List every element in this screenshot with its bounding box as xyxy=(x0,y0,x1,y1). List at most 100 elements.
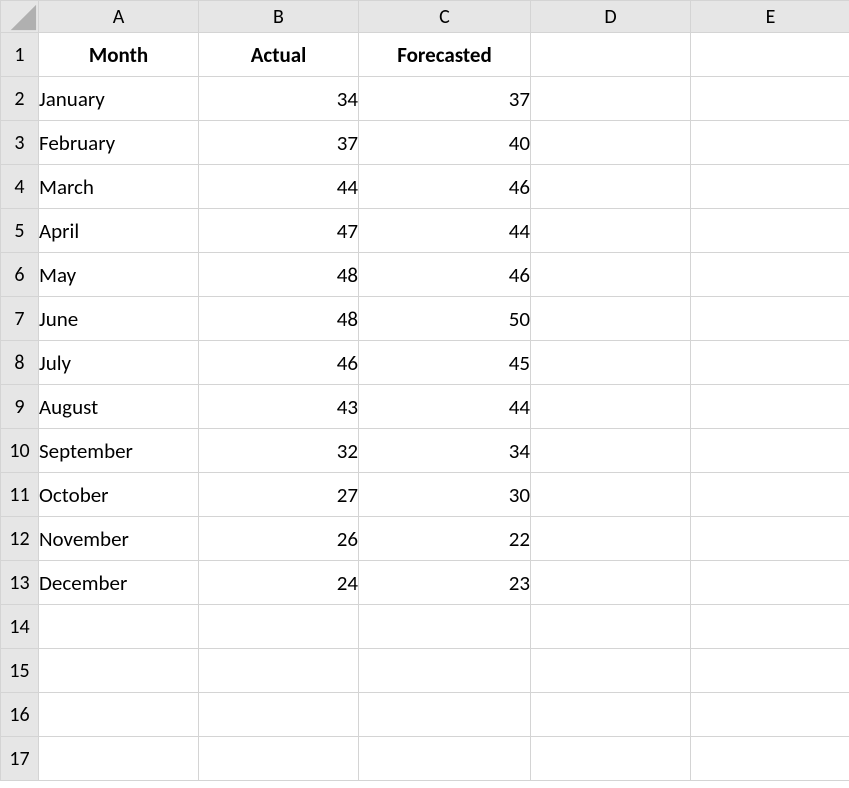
cell-D5[interactable] xyxy=(531,209,691,253)
cell-D10[interactable] xyxy=(531,429,691,473)
cell-B16[interactable] xyxy=(199,693,359,737)
cell-A16[interactable] xyxy=(39,693,199,737)
cell-A8[interactable]: July xyxy=(39,341,199,385)
cell-E3[interactable] xyxy=(691,121,849,165)
cell-C5[interactable]: 44 xyxy=(359,209,531,253)
cell-E7[interactable] xyxy=(691,297,849,341)
cell-C8[interactable]: 45 xyxy=(359,341,531,385)
cell-D9[interactable] xyxy=(531,385,691,429)
cell-A13[interactable]: December xyxy=(39,561,199,605)
cell-B13[interactable]: 24 xyxy=(199,561,359,605)
cell-D2[interactable] xyxy=(531,77,691,121)
cell-D11[interactable] xyxy=(531,473,691,517)
cell-A11[interactable]: October xyxy=(39,473,199,517)
cell-A12[interactable]: November xyxy=(39,517,199,561)
col-header-E[interactable]: E xyxy=(691,1,849,33)
cell-B5[interactable]: 47 xyxy=(199,209,359,253)
row-header-13[interactable]: 13 xyxy=(1,561,39,605)
cell-C12[interactable]: 22 xyxy=(359,517,531,561)
cell-C7[interactable]: 50 xyxy=(359,297,531,341)
row-header-16[interactable]: 16 xyxy=(1,693,39,737)
cell-B11[interactable]: 27 xyxy=(199,473,359,517)
cell-D6[interactable] xyxy=(531,253,691,297)
cell-B4[interactable]: 44 xyxy=(199,165,359,209)
cell-E12[interactable] xyxy=(691,517,849,561)
cell-B8[interactable]: 46 xyxy=(199,341,359,385)
cell-E5[interactable] xyxy=(691,209,849,253)
cell-E15[interactable] xyxy=(691,649,849,693)
cell-D3[interactable] xyxy=(531,121,691,165)
cell-A1[interactable]: Month xyxy=(39,33,199,77)
cell-C2[interactable]: 37 xyxy=(359,77,531,121)
cell-C13[interactable]: 23 xyxy=(359,561,531,605)
cell-B10[interactable]: 32 xyxy=(199,429,359,473)
cell-A9[interactable]: August xyxy=(39,385,199,429)
cell-C6[interactable]: 46 xyxy=(359,253,531,297)
cell-B7[interactable]: 48 xyxy=(199,297,359,341)
cell-E1[interactable] xyxy=(691,33,849,77)
cell-A10[interactable]: September xyxy=(39,429,199,473)
cell-E4[interactable] xyxy=(691,165,849,209)
cell-E14[interactable] xyxy=(691,605,849,649)
row-header-4[interactable]: 4 xyxy=(1,165,39,209)
cell-C11[interactable]: 30 xyxy=(359,473,531,517)
col-header-D[interactable]: D xyxy=(531,1,691,33)
cell-B15[interactable] xyxy=(199,649,359,693)
cell-A17[interactable] xyxy=(39,737,199,781)
col-header-C[interactable]: C xyxy=(359,1,531,33)
cell-D8[interactable] xyxy=(531,341,691,385)
cell-A3[interactable]: February xyxy=(39,121,199,165)
cell-B6[interactable]: 48 xyxy=(199,253,359,297)
cell-A15[interactable] xyxy=(39,649,199,693)
cell-C17[interactable] xyxy=(359,737,531,781)
cell-C1[interactable]: Forecasted xyxy=(359,33,531,77)
cell-D16[interactable] xyxy=(531,693,691,737)
cell-E8[interactable] xyxy=(691,341,849,385)
spreadsheet[interactable]: A B C D E 1 Month Actual Forecasted 2 Ja… xyxy=(0,0,849,788)
cell-E17[interactable] xyxy=(691,737,849,781)
cell-A7[interactable]: June xyxy=(39,297,199,341)
cell-D14[interactable] xyxy=(531,605,691,649)
row-header-12[interactable]: 12 xyxy=(1,517,39,561)
row-header-2[interactable]: 2 xyxy=(1,77,39,121)
select-all-corner[interactable] xyxy=(1,1,39,33)
row-header-5[interactable]: 5 xyxy=(1,209,39,253)
cell-D12[interactable] xyxy=(531,517,691,561)
cell-C16[interactable] xyxy=(359,693,531,737)
cell-C9[interactable]: 44 xyxy=(359,385,531,429)
cell-E10[interactable] xyxy=(691,429,849,473)
row-header-14[interactable]: 14 xyxy=(1,605,39,649)
cell-A6[interactable]: May xyxy=(39,253,199,297)
cell-D13[interactable] xyxy=(531,561,691,605)
row-header-6[interactable]: 6 xyxy=(1,253,39,297)
cell-B12[interactable]: 26 xyxy=(199,517,359,561)
col-header-B[interactable]: B xyxy=(199,1,359,33)
cell-E9[interactable] xyxy=(691,385,849,429)
cell-E16[interactable] xyxy=(691,693,849,737)
cell-C3[interactable]: 40 xyxy=(359,121,531,165)
cell-C4[interactable]: 46 xyxy=(359,165,531,209)
cell-D7[interactable] xyxy=(531,297,691,341)
cell-D1[interactable] xyxy=(531,33,691,77)
cell-A2[interactable]: January xyxy=(39,77,199,121)
row-header-10[interactable]: 10 xyxy=(1,429,39,473)
cell-B14[interactable] xyxy=(199,605,359,649)
row-header-8[interactable]: 8 xyxy=(1,341,39,385)
cell-A5[interactable]: April xyxy=(39,209,199,253)
row-header-1[interactable]: 1 xyxy=(1,33,39,77)
row-header-17[interactable]: 17 xyxy=(1,737,39,781)
cell-B1[interactable]: Actual xyxy=(199,33,359,77)
col-header-A[interactable]: A xyxy=(39,1,199,33)
cell-A4[interactable]: March xyxy=(39,165,199,209)
cell-C14[interactable] xyxy=(359,605,531,649)
cell-B9[interactable]: 43 xyxy=(199,385,359,429)
cell-C10[interactable]: 34 xyxy=(359,429,531,473)
cell-B3[interactable]: 37 xyxy=(199,121,359,165)
row-header-9[interactable]: 9 xyxy=(1,385,39,429)
cell-E13[interactable] xyxy=(691,561,849,605)
cell-B17[interactable] xyxy=(199,737,359,781)
cell-D17[interactable] xyxy=(531,737,691,781)
cell-E2[interactable] xyxy=(691,77,849,121)
row-header-11[interactable]: 11 xyxy=(1,473,39,517)
row-header-15[interactable]: 15 xyxy=(1,649,39,693)
